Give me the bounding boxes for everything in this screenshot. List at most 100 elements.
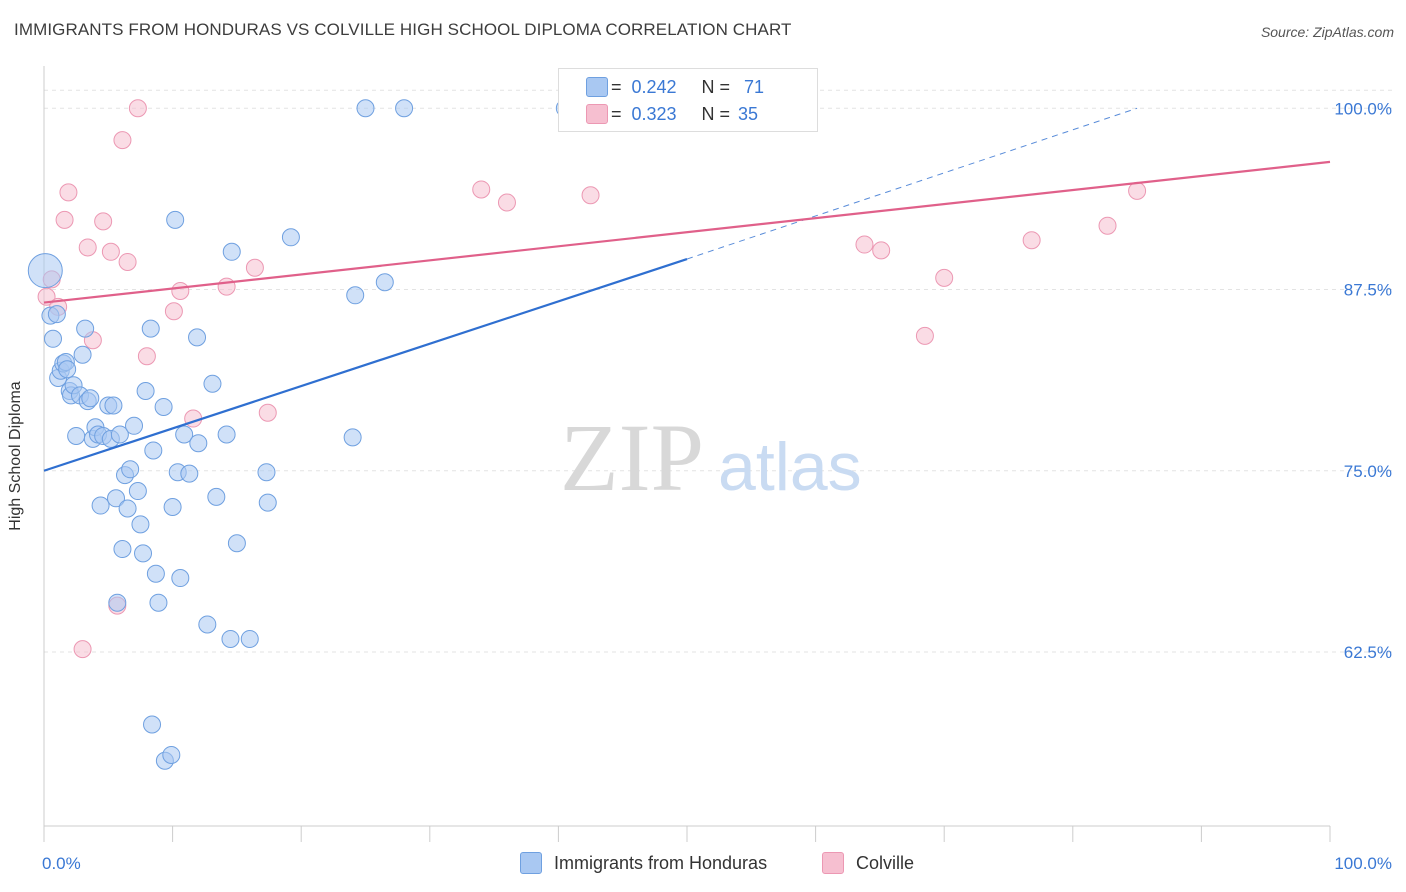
legend-row-colville: R = 0.323 N = 35 — [586, 102, 759, 126]
honduras-point — [207, 487, 226, 506]
colville-point — [94, 212, 113, 231]
colville-point — [581, 186, 600, 205]
tick-labels: 62.5% 75.0% 87.5% 100.0% 0.0% 100.0% — [42, 99, 1392, 873]
colville-point — [245, 258, 264, 277]
honduras-point — [146, 564, 165, 583]
honduras-point — [128, 482, 147, 501]
honduras-point — [175, 425, 194, 444]
legend-r-value: 0.242 — [631, 76, 677, 97]
honduras-point — [136, 382, 155, 400]
colville-point — [113, 131, 132, 150]
honduras-point — [166, 210, 185, 229]
honduras-trend-line — [43, 258, 688, 472]
legend-item-colville: Colville — [822, 852, 914, 874]
source-label: Source: ZipAtlas.com — [1260, 24, 1394, 40]
colville-point — [1128, 181, 1147, 200]
watermark: ZIP atlas — [560, 404, 862, 511]
colville-point — [55, 210, 74, 229]
honduras-point — [149, 593, 168, 612]
honduras-point — [108, 593, 127, 612]
honduras-point — [91, 496, 110, 515]
colville-point — [128, 99, 147, 118]
legend-n-label: N = — [701, 103, 731, 124]
honduras-point — [227, 534, 246, 553]
legend-n-label: N = — [701, 76, 731, 97]
colville-point — [78, 238, 97, 257]
honduras-point — [67, 426, 86, 445]
honduras-point — [47, 305, 66, 324]
honduras-point — [222, 242, 241, 261]
colville-point — [472, 180, 491, 199]
honduras-point — [76, 319, 95, 338]
colville-point — [497, 193, 516, 212]
colville-point — [217, 277, 236, 296]
watermark-atlas: atlas — [718, 429, 862, 505]
honduras-point — [257, 463, 276, 482]
honduras-point — [58, 360, 77, 379]
legend-label-colville: Colville — [856, 852, 915, 873]
honduras-point — [125, 416, 144, 435]
y-tick-label: 100.0% — [1334, 99, 1392, 118]
y-tick-label: 62.5% — [1344, 643, 1392, 662]
honduras-point — [203, 374, 222, 393]
honduras-point — [81, 389, 100, 408]
honduras-point — [375, 273, 394, 292]
axes — [43, 66, 1331, 842]
legend-row-honduras: R = 0.242 N = 71 — [586, 75, 765, 99]
honduras-point — [221, 629, 240, 648]
colville-point — [855, 235, 874, 254]
honduras-point — [73, 345, 92, 364]
honduras-point — [188, 328, 207, 347]
series-legend: Immigrants from Honduras Colville — [0, 852, 1406, 878]
x-tick-label: 0.0% — [42, 854, 81, 873]
legend-swatch-colville — [822, 852, 844, 874]
colville-point — [915, 326, 934, 345]
colville-point — [164, 302, 183, 321]
honduras-point — [162, 745, 181, 764]
honduras-point — [171, 569, 190, 588]
legend-n-value: 71 — [744, 76, 765, 97]
colville-point — [59, 183, 78, 202]
honduras-point — [281, 228, 300, 247]
honduras-point — [258, 493, 277, 512]
honduras-point — [180, 464, 199, 483]
legend-r-value: 0.323 — [631, 103, 677, 124]
honduras-point — [240, 629, 259, 648]
honduras-point — [113, 540, 132, 559]
honduras-point — [143, 715, 162, 734]
honduras-point — [189, 434, 208, 453]
colville-point — [1022, 231, 1041, 250]
honduras-point — [356, 99, 375, 118]
honduras-point — [163, 498, 182, 516]
colville-point — [101, 242, 120, 261]
honduras-point — [154, 397, 173, 416]
colville-trend-line — [43, 160, 1331, 304]
legend-swatch-honduras — [520, 852, 542, 874]
honduras-point — [395, 99, 414, 118]
legend-item-honduras: Immigrants from Honduras — [520, 852, 767, 874]
colville-points — [37, 99, 1147, 659]
honduras-point — [141, 319, 160, 338]
legend-n-value: 35 — [738, 103, 759, 124]
honduras-point — [27, 253, 63, 289]
honduras-trend-extension — [686, 107, 1138, 260]
honduras-point — [198, 615, 217, 634]
grid-lines — [44, 89, 1392, 653]
honduras-point — [107, 489, 126, 508]
colville-point — [1098, 216, 1117, 235]
honduras-point — [346, 286, 365, 305]
colville-point — [258, 403, 277, 422]
legend-swatch-colville — [586, 104, 608, 124]
honduras-point — [131, 515, 150, 534]
honduras-point — [44, 329, 63, 348]
honduras-point — [110, 425, 129, 444]
colville-point — [137, 347, 156, 366]
y-tick-label: 87.5% — [1344, 281, 1392, 300]
honduras-point — [121, 460, 140, 479]
trend-lines — [43, 107, 1331, 472]
colville-point — [171, 281, 190, 300]
honduras-point — [118, 499, 137, 518]
colville-point — [118, 252, 137, 271]
legend-label-honduras: Immigrants from Honduras — [554, 852, 768, 873]
